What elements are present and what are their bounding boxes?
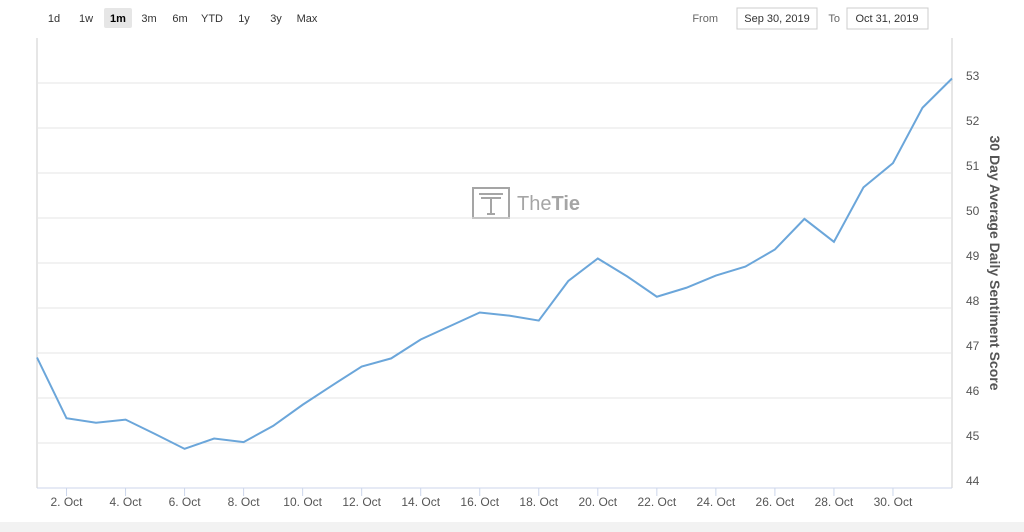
to-date[interactable]: Oct 31, 2019	[856, 13, 919, 25]
y-tick-label: 51	[966, 159, 980, 173]
navigator[interactable]	[0, 522, 1024, 532]
x-tick-label: 8. Oct	[228, 495, 261, 509]
to-label: To	[828, 13, 840, 25]
range-button[interactable]: Max	[297, 13, 318, 25]
x-tick-label: 6. Oct	[169, 495, 202, 509]
x-tick-label: 4. Oct	[110, 495, 143, 509]
x-tick-label: 22. Oct	[637, 495, 676, 509]
range-button[interactable]: 3y	[270, 13, 282, 25]
y-tick-label: 45	[966, 429, 980, 443]
y-tick-label: 52	[966, 114, 980, 128]
x-tick-label: 12. Oct	[342, 495, 381, 509]
range-button[interactable]: 6m	[172, 13, 187, 25]
to-input[interactable]	[846, 7, 929, 30]
x-tick-label: 10. Oct	[283, 495, 322, 509]
range-button-bg[interactable]	[104, 8, 132, 28]
watermark-bold: Tie	[551, 193, 580, 215]
from-label: From	[692, 13, 718, 25]
range-button[interactable]: 3m	[141, 13, 156, 25]
y-tick-label: 49	[966, 249, 980, 263]
from-date[interactable]: Sep 30, 2019	[744, 13, 809, 25]
y-axis-title: 30 Day Average Daily Sentiment Score	[987, 136, 1003, 391]
range-button[interactable]: YTD	[201, 13, 223, 25]
x-tick-label: 28. Oct	[815, 495, 854, 509]
x-tick-label: 16. Oct	[460, 495, 499, 509]
x-tick-label: 26. Oct	[756, 495, 795, 509]
y-tick-label: 53	[966, 69, 980, 83]
watermark-light: The	[517, 193, 551, 215]
x-tick-label: 20. Oct	[578, 495, 617, 509]
y-tick-label: 48	[966, 294, 980, 308]
x-tick-label: 2. Oct	[51, 495, 84, 509]
from-input[interactable]	[736, 7, 818, 30]
x-tick-label: 18. Oct	[519, 495, 558, 509]
range-button[interactable]: 1d	[48, 13, 60, 25]
watermark-text: TheTie	[517, 193, 580, 215]
x-tick-label: 14. Oct	[401, 495, 440, 509]
y-tick-label: 44	[966, 474, 980, 488]
x-tick-label: 24. Oct	[697, 495, 736, 509]
range-button[interactable]: 1m	[110, 13, 126, 25]
range-button[interactable]: 1w	[79, 13, 93, 25]
series-line	[36, 77, 953, 450]
range-button[interactable]: 1y	[238, 13, 250, 25]
y-tick-label: 46	[966, 384, 980, 398]
y-tick-label: 47	[966, 339, 980, 353]
x-tick-label: 30. Oct	[874, 495, 913, 509]
y-tick-label: 50	[966, 204, 980, 218]
watermark-logo-mark	[479, 193, 503, 215]
